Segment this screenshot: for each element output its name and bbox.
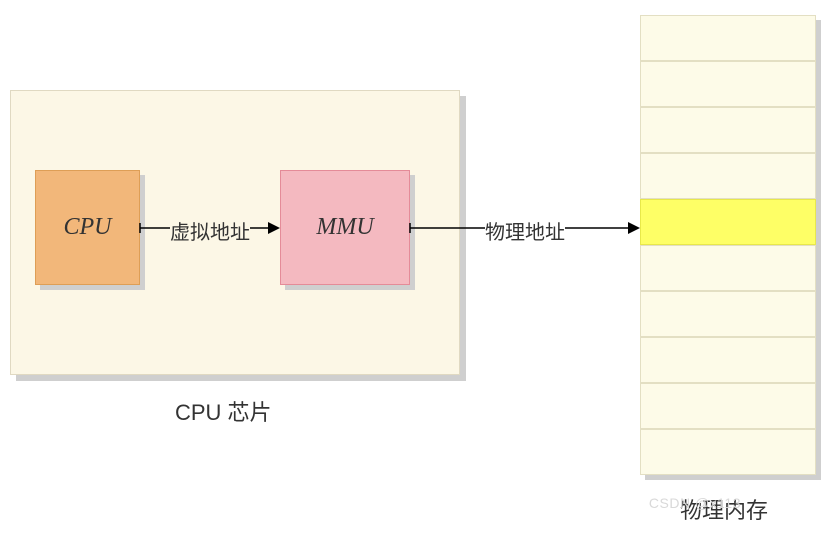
watermark: CSDN @x113 (649, 495, 741, 511)
physical-address-arrow-label: 物理地址 (485, 216, 565, 245)
physical-address-arrow (0, 0, 831, 539)
